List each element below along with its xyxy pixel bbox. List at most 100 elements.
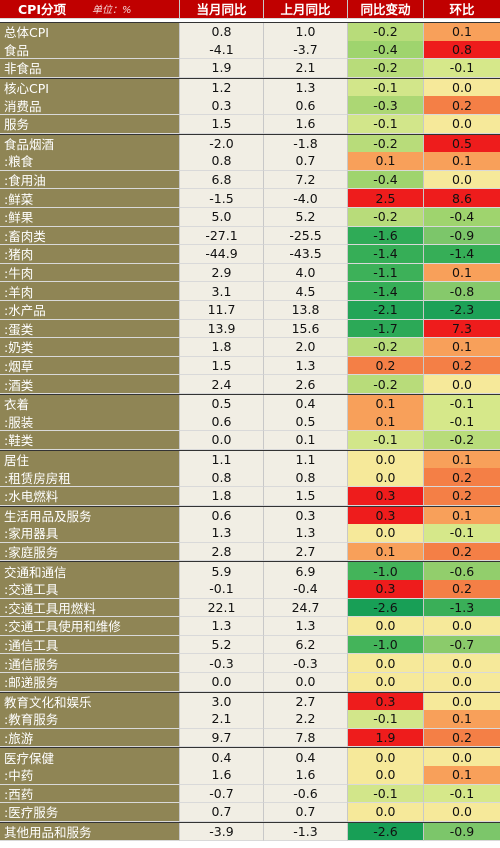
row-prev-yoy: 24.7 (264, 598, 348, 618)
row-prev-yoy: 1.3 (264, 524, 348, 543)
row-yoy-change: -1.4 (348, 282, 424, 301)
row-prev-yoy: 2.2 (264, 710, 348, 729)
row-mom: 0.2 (424, 96, 500, 115)
row-prev-yoy: 4.0 (264, 263, 348, 283)
row-prev-yoy: 0.7 (264, 152, 348, 171)
row-yoy-change: -0.2 (348, 23, 424, 42)
row-yoy-change: -0.1 (348, 115, 424, 134)
row-prev-yoy: 0.7 (264, 803, 348, 822)
table-row: 其他用品和服务 -3.9 -1.3 -2.6 -0.9 (0, 821, 500, 842)
row-yoy-change: 0.3 (348, 580, 424, 599)
row-prev-yoy: 1.3 (264, 617, 348, 636)
row-prev-yoy: 0.5 (264, 412, 348, 432)
table-row: :租赁房房租 0.8 0.8 0.0 0.2 (0, 468, 500, 487)
row-prev-yoy: 2.1 (264, 59, 348, 78)
row-yoy-change: -0.2 (348, 208, 424, 227)
row-yoy-change: -0.1 (348, 784, 424, 804)
table-row: :交通工具用燃料 22.1 24.7 -2.6 -1.3 (0, 598, 500, 618)
row-category-name: :租赁房房租 (0, 468, 180, 487)
row-mom: 0.0 (424, 115, 500, 134)
row-category-name: 食品烟酒 (0, 134, 180, 154)
row-yoy-change: -2.1 (348, 301, 424, 320)
header-row: CPI分项 单位：% 当月同比 上月同比 同比变动 环比 (0, 0, 500, 19)
row-mom: 0.0 (424, 654, 500, 673)
row-mom: 0.5 (424, 134, 500, 154)
row-yoy-change: -1.7 (348, 319, 424, 339)
row-prev-yoy: -25.5 (264, 226, 348, 246)
row-prev-yoy: 6.2 (264, 635, 348, 655)
row-yoy-change: 0.0 (348, 654, 424, 673)
header-prev-yoy: 上月同比 (264, 0, 348, 19)
row-category-name: 教育文化和娱乐 (0, 692, 180, 712)
row-yoy-change: 0.3 (348, 506, 424, 526)
row-mom: 0.0 (424, 78, 500, 98)
row-current-yoy: 2.1 (180, 710, 264, 729)
row-mom: -0.2 (424, 431, 500, 450)
row-yoy-change: 0.1 (348, 152, 424, 171)
row-category-name: :交通工具用燃料 (0, 598, 180, 618)
row-category-name: :畜肉类 (0, 226, 180, 246)
row-mom: -2.3 (424, 301, 500, 320)
row-category-name: 居住 (0, 450, 180, 470)
row-current-yoy: 5.2 (180, 635, 264, 655)
row-category-name: :粮食 (0, 152, 180, 171)
row-mom: 0.1 (424, 506, 500, 526)
table-row: :教育服务 2.1 2.2 -0.1 0.1 (0, 710, 500, 729)
row-current-yoy: 0.3 (180, 96, 264, 115)
table-row: 教育文化和娱乐 3.0 2.7 0.3 0.0 (0, 691, 500, 712)
row-prev-yoy: 7.8 (264, 728, 348, 748)
row-mom: -0.9 (424, 226, 500, 246)
row-mom: 0.0 (424, 170, 500, 190)
row-category-name: :交通工具使用和维修 (0, 617, 180, 636)
row-current-yoy: -3.9 (180, 822, 264, 842)
row-current-yoy: 1.3 (180, 617, 264, 636)
row-mom: 0.8 (424, 40, 500, 60)
row-current-yoy: -1.5 (180, 189, 264, 208)
row-prev-yoy: 1.3 (264, 78, 348, 98)
row-current-yoy: 5.9 (180, 562, 264, 581)
row-current-yoy: 0.8 (180, 152, 264, 171)
table-row: 生活用品及服务 0.6 0.3 0.3 0.1 (0, 505, 500, 526)
row-prev-yoy: 1.6 (264, 766, 348, 785)
row-yoy-change: 0.0 (348, 617, 424, 636)
row-mom: 0.1 (424, 338, 500, 357)
row-mom: -0.1 (424, 59, 500, 78)
row-prev-yoy: -1.8 (264, 134, 348, 154)
row-category-name: :猪肉 (0, 245, 180, 264)
row-current-yoy: 5.0 (180, 208, 264, 227)
row-prev-yoy: 4.5 (264, 282, 348, 301)
row-category-name: :牛肉 (0, 263, 180, 283)
row-yoy-change: -2.6 (348, 822, 424, 842)
row-category-name: 非食品 (0, 59, 180, 78)
row-category-name: 生活用品及服务 (0, 506, 180, 526)
row-current-yoy: 1.1 (180, 450, 264, 470)
table-row: :蛋类 13.9 15.6 -1.7 7.3 (0, 319, 500, 339)
header-unit-label: 单位：% (92, 5, 132, 17)
row-mom: -0.1 (424, 395, 500, 414)
table-row: :粮食 0.8 0.7 0.1 0.1 (0, 152, 500, 171)
row-mom: 0.0 (424, 617, 500, 636)
row-prev-yoy: -4.0 (264, 189, 348, 208)
row-yoy-change: -0.2 (348, 59, 424, 78)
table-row: :水产品 11.7 13.8 -2.1 -2.3 (0, 301, 500, 320)
table-row: :鲜果 5.0 5.2 -0.2 -0.4 (0, 208, 500, 227)
row-yoy-change: 2.5 (348, 189, 424, 208)
table-row: :邮递服务 0.0 0.0 0.0 0.0 (0, 673, 500, 692)
row-yoy-change: -0.2 (348, 134, 424, 154)
row-mom: -0.9 (424, 822, 500, 842)
table-row: 食品 -4.1 -3.7 -0.4 0.8 (0, 40, 500, 60)
row-mom: 0.0 (424, 692, 500, 712)
row-category-name: :蛋类 (0, 319, 180, 339)
row-yoy-change: 0.0 (348, 524, 424, 543)
row-yoy-change: 0.0 (348, 673, 424, 692)
row-category-name: :西药 (0, 784, 180, 804)
row-prev-yoy: 1.5 (264, 487, 348, 506)
table-row: :酒类 2.4 2.6 -0.2 0.0 (0, 375, 500, 394)
row-prev-yoy: 1.0 (264, 23, 348, 42)
row-yoy-change: 0.0 (348, 748, 424, 767)
row-current-yoy: -0.3 (180, 654, 264, 673)
row-prev-yoy: 0.8 (264, 468, 348, 487)
row-category-name: :交通工具 (0, 580, 180, 599)
row-category-name: :鲜果 (0, 208, 180, 227)
row-current-yoy: 0.4 (180, 748, 264, 767)
